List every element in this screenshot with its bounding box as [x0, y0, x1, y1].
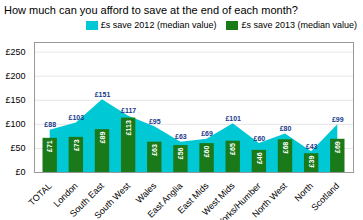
svg-text:£71: £71: [46, 140, 53, 152]
svg-text:£56: £56: [177, 147, 184, 159]
svg-text:£39: £39: [308, 156, 315, 168]
svg-text:£63: £63: [175, 133, 187, 140]
svg-text:TOTAL: TOTAL: [27, 181, 54, 208]
svg-text:£0: £0: [15, 167, 25, 177]
svg-text:£88: £88: [44, 121, 56, 128]
svg-text:Scotland: Scotland: [309, 181, 341, 213]
svg-text:South West: South West: [92, 180, 132, 220]
html-text:£s save 2012 (median value): £s save 2012 (median value): [100, 20, 217, 30]
svg-text:South East: South East: [67, 180, 106, 219]
html-text:How much can you afford to sav: How much can you afford to save at the e…: [4, 4, 298, 16]
svg-text:£200: £200: [5, 71, 25, 81]
svg-text:£60: £60: [203, 146, 210, 158]
svg-text:£60: £60: [254, 135, 266, 142]
svg-text:£46: £46: [256, 152, 263, 164]
svg-text:£65: £65: [229, 143, 236, 155]
svg-text:£117: £117: [121, 107, 136, 114]
svg-text:East Anglia: East Anglia: [145, 181, 184, 220]
html-text:£s save 2013 (median value): £s save 2013 (median value): [241, 20, 357, 30]
svg-text:£63: £63: [151, 144, 158, 156]
svg-text:£113: £113: [125, 120, 132, 135]
svg-text:£99: £99: [332, 116, 344, 123]
svg-text:North: North: [292, 181, 315, 204]
svg-text:£89: £89: [99, 132, 106, 144]
svg-text:£101: £101: [225, 115, 241, 122]
svg-text:£50: £50: [10, 143, 25, 153]
svg-text:£68: £68: [282, 142, 289, 154]
svg-text:London: London: [51, 180, 80, 209]
svg-text:£100: £100: [5, 119, 25, 129]
svg-text:£151: £151: [95, 91, 111, 98]
svg-text:£103: £103: [69, 114, 85, 121]
svg-text:£95: £95: [149, 118, 161, 125]
svg-text:£69: £69: [334, 141, 341, 153]
svg-text:£150: £150: [5, 95, 25, 105]
svg-text:£80: £80: [280, 125, 292, 132]
svg-text:£250: £250: [5, 47, 25, 57]
svg-text:West Mids: West Mids: [200, 180, 237, 218]
svg-text:Wales: Wales: [134, 180, 159, 205]
svg-text:£73: £73: [73, 139, 80, 151]
svg-text:£69: £69: [201, 130, 213, 137]
svg-text:£43: £43: [306, 143, 318, 150]
svg-text:East Mids: East Mids: [175, 180, 211, 216]
svg-text:North West: North West: [250, 180, 289, 219]
